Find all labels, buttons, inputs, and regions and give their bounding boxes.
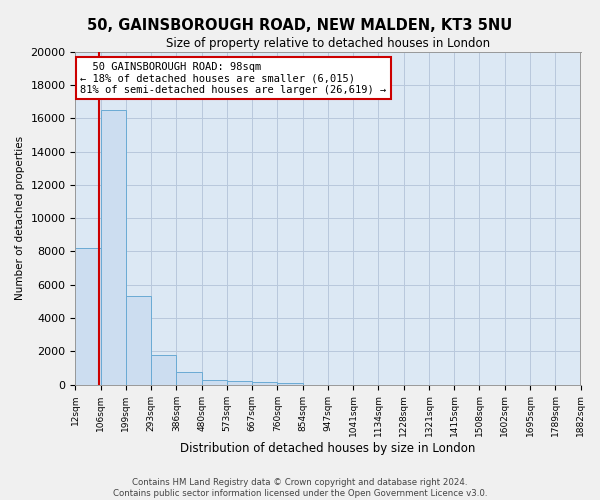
Text: 50 GAINSBOROUGH ROAD: 98sqm  
← 18% of detached houses are smaller (6,015)
81% o: 50 GAINSBOROUGH ROAD: 98sqm ← 18% of det…: [80, 62, 387, 95]
Bar: [252, 382, 277, 384]
Bar: [227, 382, 252, 384]
Text: 50, GAINSBOROUGH ROAD, NEW MALDEN, KT3 5NU: 50, GAINSBOROUGH ROAD, NEW MALDEN, KT3 5…: [88, 18, 512, 32]
Bar: [101, 110, 126, 384]
X-axis label: Distribution of detached houses by size in London: Distribution of detached houses by size …: [180, 442, 476, 455]
Text: Contains HM Land Registry data © Crown copyright and database right 2024.
Contai: Contains HM Land Registry data © Crown c…: [113, 478, 487, 498]
Bar: [126, 296, 151, 384]
Y-axis label: Number of detached properties: Number of detached properties: [15, 136, 25, 300]
Bar: [76, 248, 101, 384]
Bar: [277, 383, 302, 384]
Bar: [202, 380, 227, 384]
Title: Size of property relative to detached houses in London: Size of property relative to detached ho…: [166, 38, 490, 51]
Bar: [151, 356, 176, 384]
Bar: [176, 372, 202, 384]
